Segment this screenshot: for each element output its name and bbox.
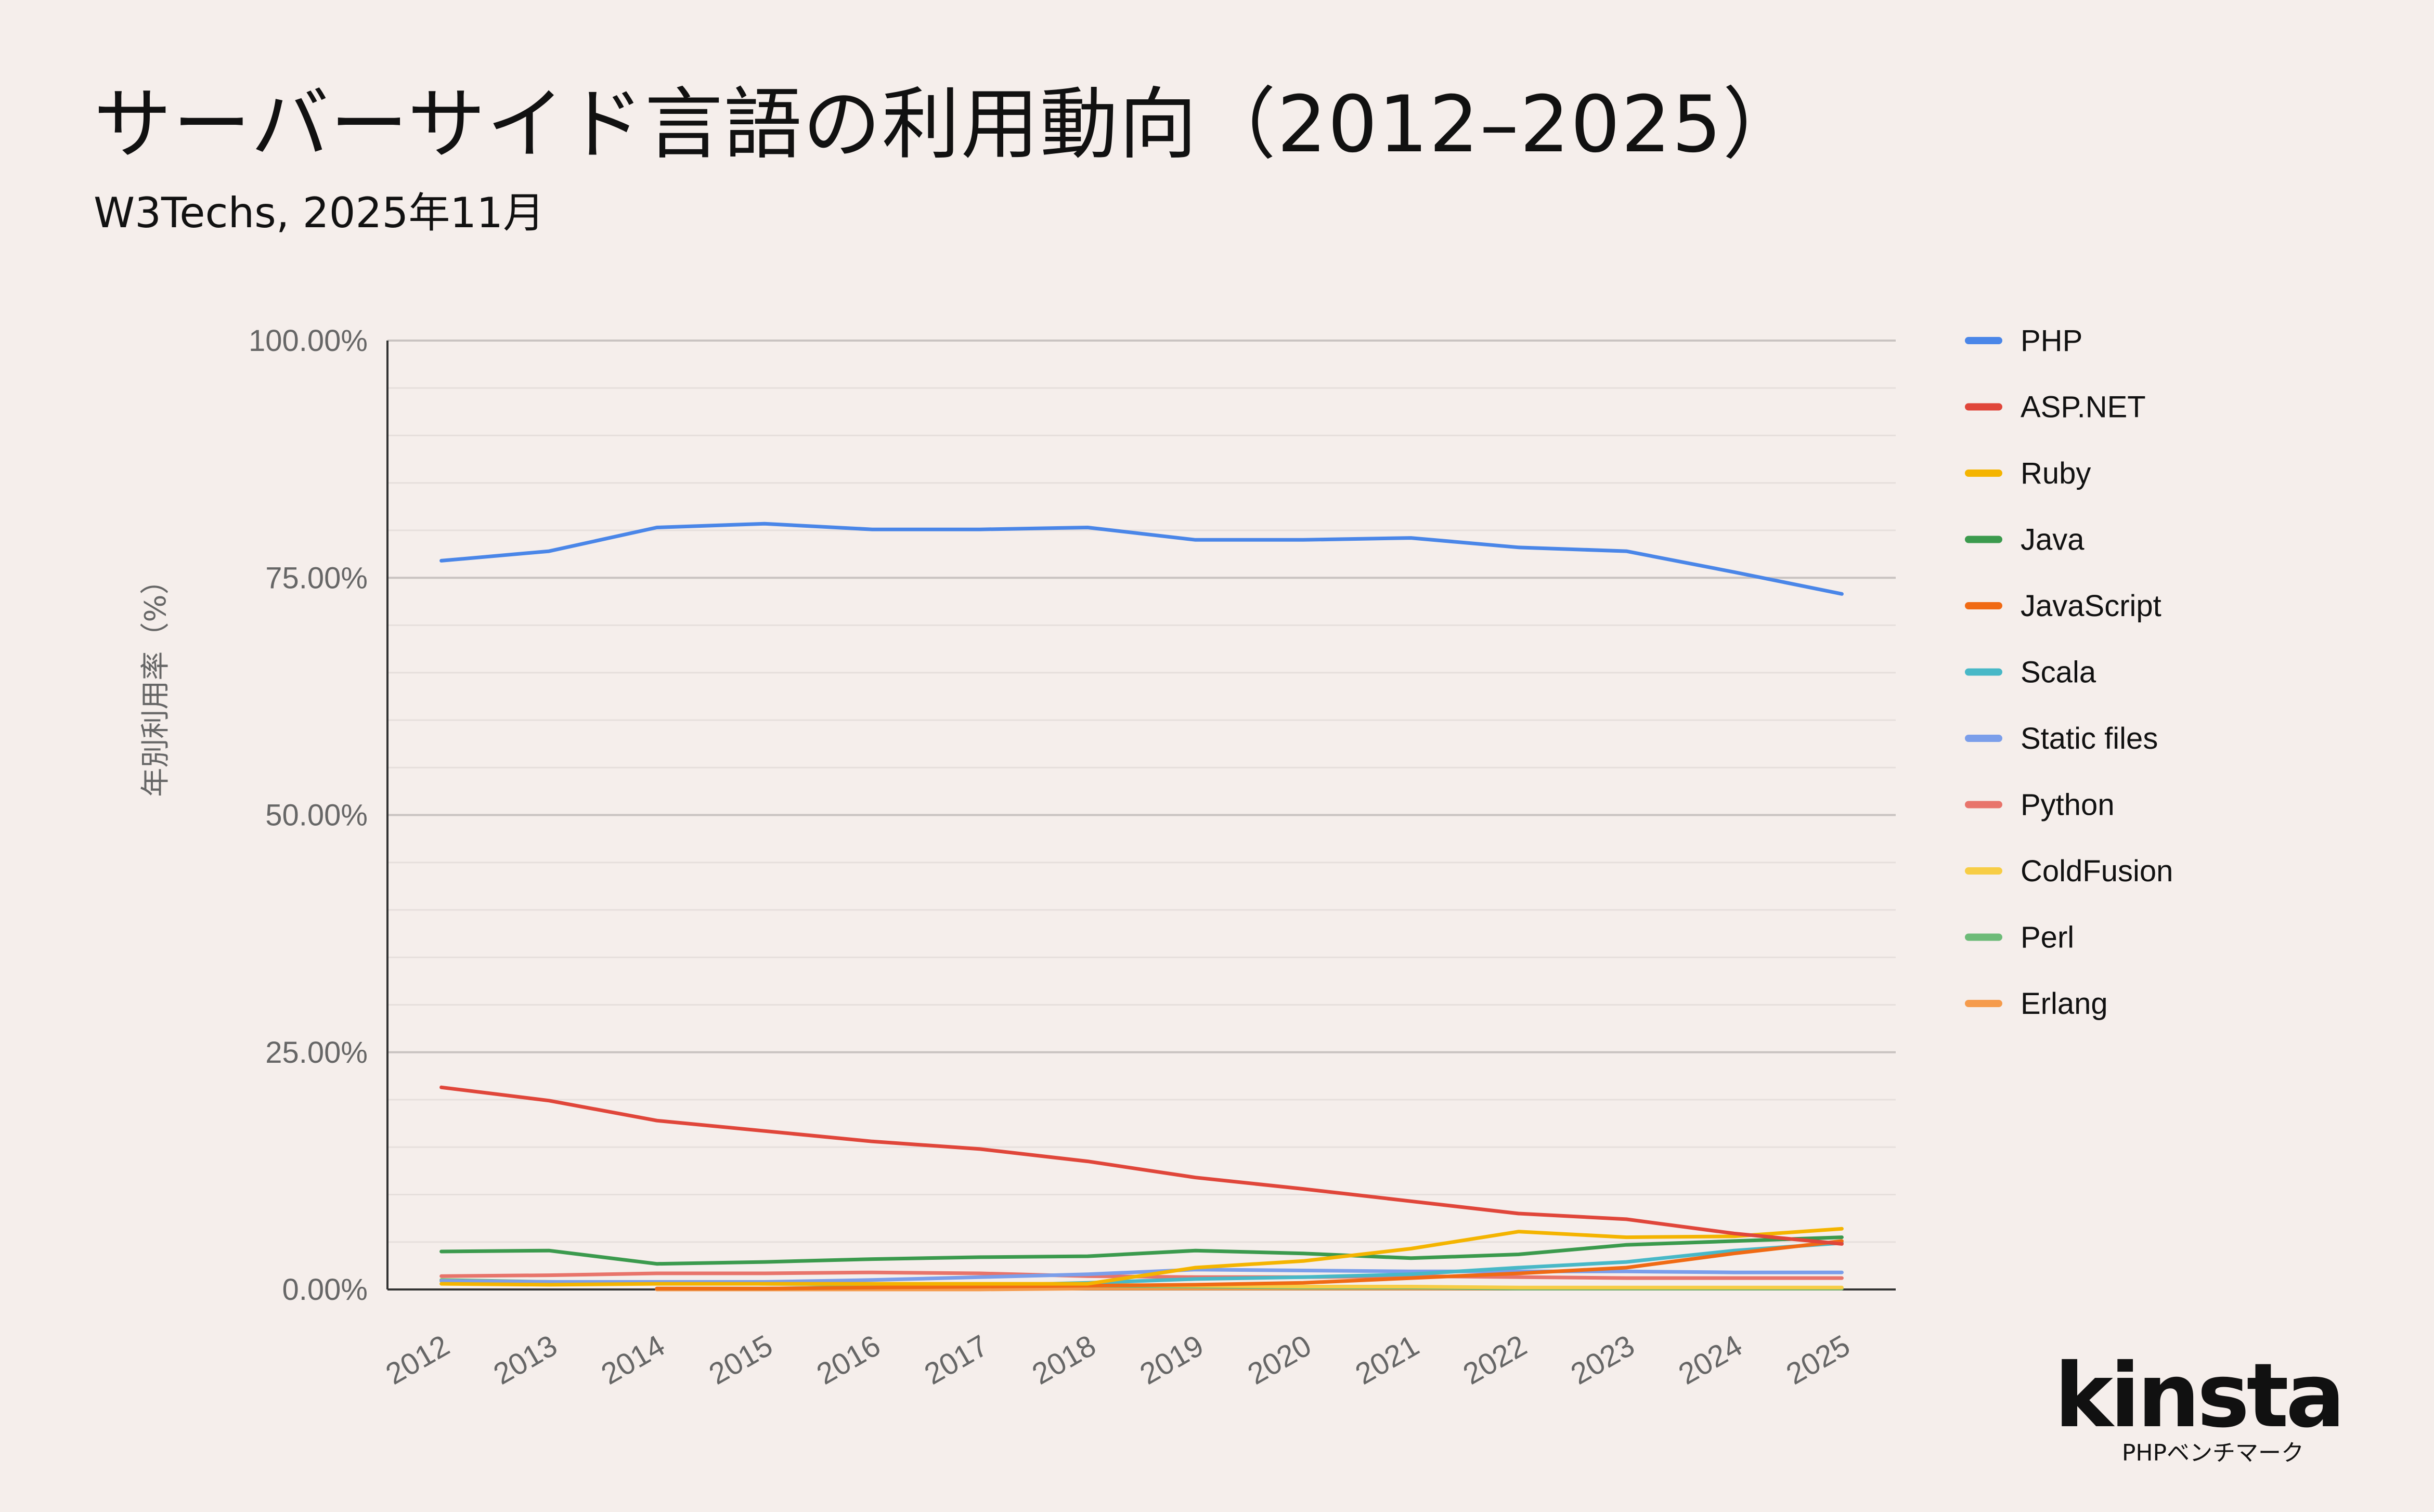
x-tick-label: 2016 [811,1328,886,1391]
x-tick-label: 2015 [703,1328,778,1391]
legend-item: Ruby [1965,457,2091,490]
legend-label: Scala [2021,656,2096,689]
x-tick-labels: 2012 2013 2014 2015 2016 2017 2018 2019 2020 2021… [380,1328,1856,1391]
x-tick-label: 2022 [1457,1328,1532,1391]
y-tick-label: 75.00% [265,561,368,595]
page-subtitle: W3Techs, 2025年11月 [94,189,545,237]
legend-label: Ruby [2021,457,2091,490]
page-title: サーバーサイド言語の利用動向（2012–2025） [94,80,1802,170]
x-tick-label: 2021 [1350,1328,1425,1391]
logo-subtitle: PHPベンチマーク [2121,1440,2304,1466]
kinsta-logo: kinsta PHPベンチマーク [2054,1347,2346,1466]
y-tick-label: 100.00% [249,324,368,358]
series-line-php [439,522,1844,596]
legend-label: Perl [2021,921,2074,955]
series-lines [439,522,1844,1292]
legend-item: Scala [1965,656,2096,689]
y-tick-label: 0.00% [282,1273,368,1307]
legend-item: PHP [1965,324,2082,358]
series-line-java [439,1235,1844,1266]
legend: PHP ASP.NET Ruby Java JavaScript Scala Static … [1965,324,2173,1021]
grid-lines [387,340,1896,1291]
x-tick-label: 2013 [488,1328,563,1391]
legend-label: Python [2021,788,2115,822]
x-tick-label: 2014 [595,1328,670,1391]
logo-wordmark: kinsta [2054,1345,2346,1448]
series-line-ruby [439,1227,1844,1287]
legend-label: Erlang [2021,987,2108,1021]
x-tick-label: 2024 [1673,1328,1748,1391]
legend-item: Erlang [1965,987,2108,1021]
x-tick-label: 2023 [1565,1328,1640,1391]
legend-label: Java [2021,523,2085,557]
legend-label: JavaScript [2021,589,2161,623]
legend-item: Static files [1965,722,2158,755]
legend-label: ColdFusion [2021,854,2173,888]
series-line-asp-net [439,1085,1844,1246]
legend-label: ASP.NET [2021,390,2146,424]
y-tick-label: 50.00% [265,799,368,832]
series-line-javascript [655,1239,1844,1291]
legend-item: JavaScript [1965,589,2161,623]
x-tick-label: 2018 [1027,1328,1102,1391]
x-tick-label: 2020 [1242,1328,1317,1391]
legend-item: ColdFusion [1965,854,2173,888]
x-tick-label: 2012 [380,1328,455,1391]
legend-label: Static files [2021,722,2158,755]
legend-item: Java [1965,523,2085,557]
legend-item: Python [1965,788,2115,822]
y-axis-title: 年別利用率（%） [139,565,173,797]
x-tick-label: 2019 [1134,1328,1209,1391]
legend-item: Perl [1965,921,2074,955]
legend-item: ASP.NET [1965,390,2146,424]
series-line-static-files [439,1268,1844,1284]
x-tick-label: 2017 [919,1328,994,1391]
x-tick-label: 2025 [1781,1328,1856,1391]
y-tick-label: 25.00% [265,1036,368,1070]
y-tick-labels: 0.00% 25.00% 50.00% 75.00% 100.00% [249,324,368,1307]
legend-label: PHP [2021,324,2082,358]
